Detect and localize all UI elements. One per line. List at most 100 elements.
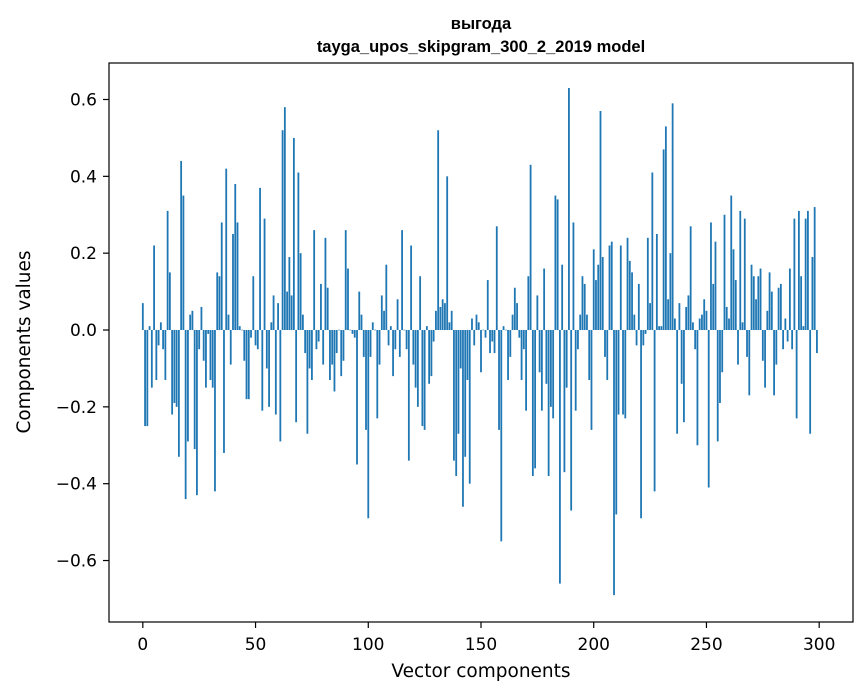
- bar-208: [610, 241, 613, 331]
- bar-38: [227, 314, 230, 331]
- bar-107: [383, 310, 385, 331]
- bar-251: [707, 330, 710, 488]
- bar-77: [315, 330, 318, 350]
- bar-78: [317, 330, 320, 342]
- bar-104: [376, 330, 379, 419]
- bar-7: [157, 330, 160, 346]
- bar-255: [716, 330, 719, 442]
- bar-296: [809, 330, 812, 434]
- bar-202: [597, 264, 600, 331]
- bar-180: [547, 330, 550, 476]
- bar-240: [683, 330, 685, 423]
- bar-264: [737, 330, 739, 365]
- bar-236: [673, 318, 676, 331]
- bar-95: [356, 330, 358, 465]
- bar-162: [507, 330, 509, 380]
- bar-61: [279, 330, 282, 442]
- bar-168: [520, 330, 523, 380]
- bar-119: [410, 245, 413, 331]
- bar-166: [516, 303, 518, 331]
- bar-247: [698, 318, 701, 331]
- bar-231: [662, 149, 665, 331]
- bar-261: [730, 195, 733, 331]
- bar-274: [759, 268, 762, 331]
- bar-161: [504, 329, 507, 331]
- bar-6: [155, 330, 158, 380]
- bar-54: [263, 218, 266, 331]
- bar-177: [540, 330, 543, 411]
- bar-195: [581, 276, 584, 331]
- bar-227: [653, 330, 656, 492]
- bar-102: [371, 322, 374, 331]
- x-tick-label: 150: [465, 635, 497, 655]
- bar-146: [471, 318, 473, 331]
- bar-222: [642, 330, 645, 346]
- bar-47: [247, 330, 250, 400]
- bar-99: [365, 330, 367, 430]
- bar-106: [380, 295, 383, 331]
- bar-117: [405, 330, 408, 350]
- bar-244: [692, 322, 694, 331]
- bar-101: [369, 330, 372, 357]
- bar-214: [624, 330, 627, 419]
- bar-130: [435, 310, 437, 331]
- bar-127: [428, 330, 431, 384]
- chart-subtitle: tayga_upos_skipgram_300_2_2019 model: [317, 38, 645, 56]
- bar-114: [398, 330, 401, 357]
- bar-10: [164, 330, 167, 380]
- bar-37: [225, 168, 228, 331]
- bar-76: [313, 230, 316, 331]
- bar-265: [739, 210, 742, 331]
- bar-68: [295, 330, 298, 423]
- bar-98: [362, 330, 365, 357]
- bar-133: [441, 299, 444, 331]
- bar-50: [254, 330, 257, 346]
- bar-148: [475, 314, 478, 331]
- bar-297: [811, 257, 814, 331]
- bar-179: [545, 330, 548, 384]
- bar-19: [184, 330, 187, 500]
- bar-3: [148, 326, 151, 331]
- bar-11: [166, 210, 169, 331]
- bar-84: [331, 330, 334, 365]
- bar-260: [728, 318, 730, 331]
- bar-280: [773, 330, 775, 396]
- bar-160: [502, 326, 505, 331]
- bar-124: [421, 330, 424, 427]
- bar-132: [439, 306, 442, 331]
- bar-154: [489, 330, 491, 354]
- bar-60: [277, 303, 279, 331]
- bar-171: [527, 276, 530, 331]
- bar-65: [288, 257, 291, 331]
- bar-190: [570, 330, 573, 511]
- bar-228: [655, 233, 658, 331]
- bar-36: [223, 330, 225, 453]
- bar-45: [243, 330, 246, 361]
- bar-35: [220, 222, 223, 331]
- bar-218: [633, 314, 636, 331]
- bar-136: [448, 322, 451, 331]
- bar-279: [770, 291, 773, 331]
- bar-204: [601, 257, 604, 331]
- bar-28: [205, 330, 207, 388]
- bar-268: [746, 330, 748, 357]
- y-tick-label: 0.0: [70, 321, 97, 341]
- bar-239: [680, 330, 683, 384]
- bar-201: [595, 280, 597, 331]
- bar-225: [649, 303, 651, 331]
- bar-158: [498, 330, 500, 430]
- bar-155: [491, 330, 494, 342]
- bar-52: [259, 187, 261, 331]
- bar-29: [207, 330, 210, 334]
- bar-16: [177, 330, 180, 457]
- y-tick-label: 0.4: [70, 167, 97, 187]
- bar-123: [419, 276, 422, 331]
- bar-13: [171, 330, 174, 415]
- bar-48: [250, 330, 252, 338]
- bar-165: [513, 287, 516, 331]
- bar-69: [297, 172, 300, 331]
- bar-88: [340, 330, 343, 377]
- bar-271: [752, 276, 755, 331]
- y-tick-label: −0.2: [56, 398, 97, 418]
